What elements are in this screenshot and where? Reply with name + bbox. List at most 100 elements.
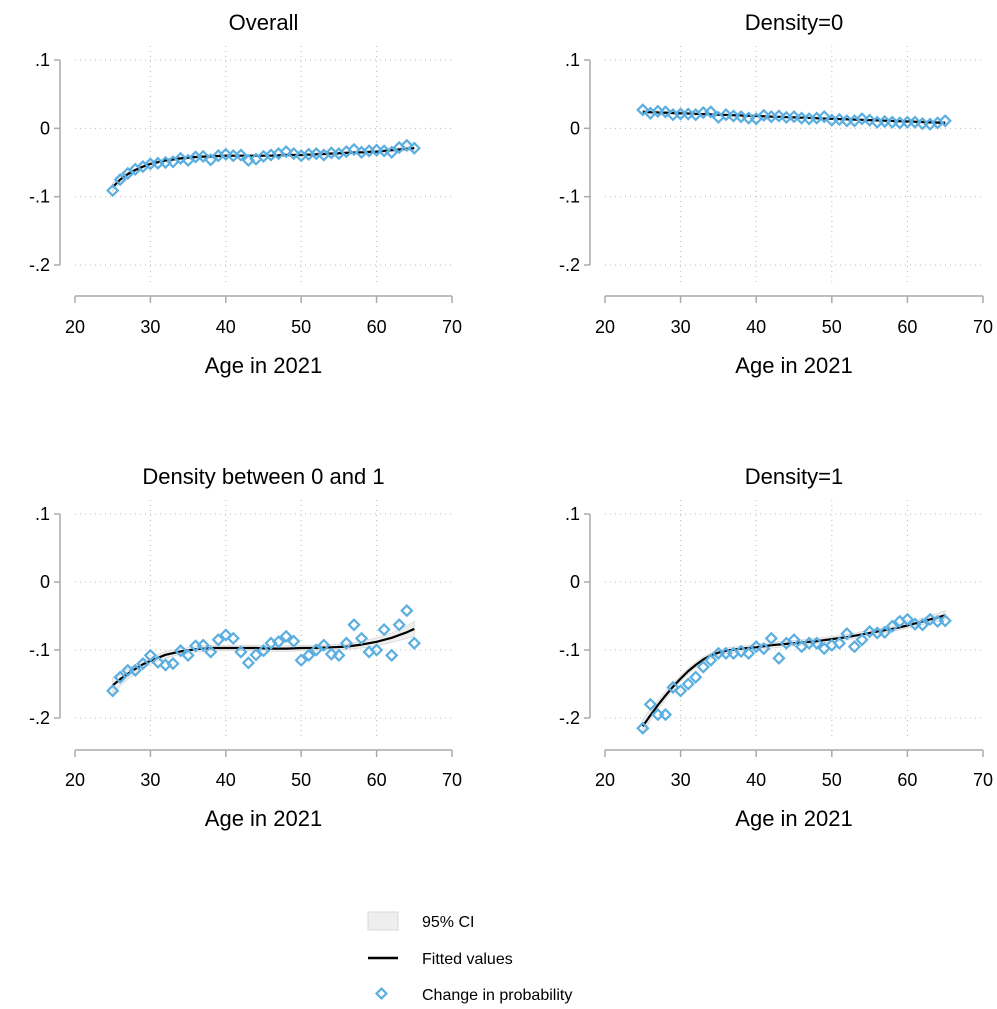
x-tick-label: 70	[442, 770, 462, 790]
data-point	[158, 155, 173, 170]
panel-4: Density=1 -.2 -.1 0 .1 20 30 40 50 60 70 Age in 202…	[559, 464, 993, 831]
data-point	[339, 636, 354, 650]
legend-swatch-points	[374, 986, 389, 1001]
x-tick-label: 40	[216, 770, 236, 790]
x-tick-label: 50	[822, 317, 842, 337]
y-tick-label: -.1	[29, 187, 50, 207]
data-point	[802, 636, 816, 650]
data-point	[915, 618, 930, 632]
data-point	[772, 651, 786, 665]
panel-2: Density=0 -.2 -.1 0 .1 20 30 40 50 60 70 Age in 202…	[559, 10, 993, 378]
y-tick-label: .1	[35, 50, 50, 70]
data-point	[256, 644, 271, 658]
x-axis-title: Age in 2021	[205, 806, 322, 831]
panel-title: Overall	[229, 10, 299, 35]
data-point	[681, 107, 695, 121]
data-point	[309, 643, 323, 657]
data-point	[900, 115, 915, 129]
data-point	[878, 114, 892, 129]
legend-swatch-ci	[367, 911, 399, 931]
data-point	[643, 697, 658, 712]
x-axis-title: Age in 2021	[205, 353, 322, 378]
legend: 95% CI Fitted values Change in probabili…	[367, 911, 572, 1004]
x-tick-label: 20	[65, 770, 85, 790]
x-tick-label: 50	[291, 317, 311, 337]
data-point	[377, 622, 391, 637]
data-point	[136, 656, 150, 671]
data-point	[681, 677, 695, 691]
data-point	[893, 116, 907, 130]
data-point	[696, 660, 710, 674]
data-point	[385, 145, 399, 159]
data-point	[385, 648, 399, 663]
data-point	[317, 638, 331, 652]
x-tick-label: 60	[367, 317, 387, 337]
x-tick-label: 50	[291, 770, 311, 790]
ci-band	[112, 620, 415, 695]
data-point	[741, 646, 756, 661]
x-tick-label: 70	[442, 317, 462, 337]
x-tick-label: 40	[216, 317, 236, 337]
data-point	[106, 183, 120, 198]
y-tick-label: -.2	[29, 708, 50, 728]
data-point	[704, 653, 718, 667]
y-tick-label: -.2	[29, 255, 50, 275]
data-point	[832, 636, 847, 650]
data-point	[271, 635, 286, 649]
x-tick-label: 30	[140, 770, 160, 790]
data-point	[181, 648, 195, 663]
data-point	[113, 172, 127, 187]
data-point	[719, 646, 733, 661]
data-point	[332, 648, 346, 663]
y-tick-label: .1	[565, 50, 580, 70]
data-point	[878, 625, 892, 639]
x-tick-label: 60	[897, 770, 917, 790]
data-point	[810, 636, 824, 650]
data-point	[636, 721, 650, 735]
x-tick-label: 60	[897, 317, 917, 337]
x-tick-label: 20	[595, 770, 615, 790]
x-tick-label: 30	[140, 317, 160, 337]
fitted-line	[641, 614, 946, 727]
data-point	[166, 656, 180, 671]
panel-3: Density between 0 and 1 -.2 -.1 0 .1 20 30 40 50…	[29, 464, 462, 831]
data-point	[673, 107, 688, 121]
data-point	[362, 144, 376, 158]
data-point	[658, 707, 673, 722]
x-tick-label: 30	[671, 770, 691, 790]
data-point	[840, 114, 854, 128]
y-tick-label: 0	[40, 572, 50, 592]
data-point	[764, 110, 778, 124]
data-point	[234, 148, 248, 162]
x-tick-label: 20	[65, 317, 85, 337]
data-point	[294, 653, 308, 667]
x-tick-label: 70	[973, 770, 993, 790]
x-tick-label: 30	[671, 317, 691, 337]
data-point	[900, 612, 915, 627]
data-point	[392, 618, 406, 632]
data-point	[908, 617, 922, 631]
fitted-line	[111, 627, 415, 687]
data-point	[407, 141, 421, 155]
data-point	[757, 641, 771, 656]
y-tick-label: -.1	[559, 640, 580, 660]
data-point	[369, 643, 384, 657]
y-tick-label: 0	[570, 572, 580, 592]
data-point	[113, 670, 127, 684]
data-point	[279, 629, 293, 644]
data-point	[226, 631, 240, 646]
data-point	[825, 113, 839, 127]
data-point	[885, 619, 899, 633]
x-tick-label: 60	[367, 770, 387, 790]
y-tick-label: -.1	[29, 640, 50, 660]
data-point	[128, 663, 142, 678]
data-point	[915, 116, 930, 131]
panel-title: Density between 0 and 1	[142, 464, 384, 489]
data-point	[188, 150, 203, 164]
data-point	[885, 115, 899, 129]
data-point	[787, 633, 801, 647]
y-tick-label: 0	[40, 118, 50, 138]
data-point	[106, 684, 120, 698]
data-point	[741, 111, 756, 125]
data-point	[651, 707, 665, 722]
